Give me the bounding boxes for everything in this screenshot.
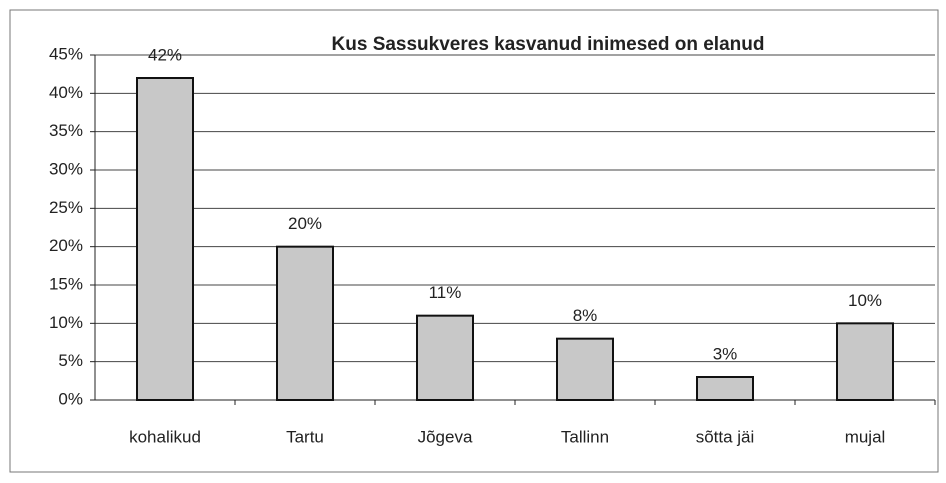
y-tick-label: 0% bbox=[58, 389, 83, 408]
y-tick-label: 25% bbox=[49, 198, 83, 217]
data-label: 42% bbox=[148, 45, 182, 64]
y-tick-label: 5% bbox=[58, 351, 83, 370]
y-tick-label: 10% bbox=[49, 313, 83, 332]
x-tick-label: kohalikud bbox=[129, 427, 201, 446]
x-tick-label: sõtta jäi bbox=[696, 427, 755, 446]
y-tick-label: 30% bbox=[49, 159, 83, 178]
bar bbox=[136, 77, 194, 401]
y-tick-label: 45% bbox=[49, 44, 83, 63]
data-label: 20% bbox=[288, 214, 322, 233]
bar bbox=[416, 314, 474, 401]
x-tick-label: Tallinn bbox=[561, 427, 609, 446]
x-tick-label: Jõgeva bbox=[418, 427, 473, 446]
y-tick-label: 20% bbox=[49, 236, 83, 255]
y-tick-label: 40% bbox=[49, 83, 83, 102]
data-label: 8% bbox=[573, 306, 598, 325]
y-tick-label: 15% bbox=[49, 274, 83, 293]
y-tick-label: 35% bbox=[49, 121, 83, 140]
x-tick-label: Tartu bbox=[286, 427, 324, 446]
bar bbox=[556, 337, 614, 401]
bar bbox=[696, 376, 754, 401]
bar bbox=[276, 245, 334, 401]
bar bbox=[836, 322, 894, 402]
data-label: 3% bbox=[713, 344, 738, 363]
data-label: 10% bbox=[848, 291, 882, 310]
x-tick-label: mujal bbox=[845, 427, 886, 446]
data-label: 11% bbox=[429, 283, 462, 302]
chart-title: Kus Sassukveres kasvanud inimesed on ela… bbox=[332, 34, 765, 55]
